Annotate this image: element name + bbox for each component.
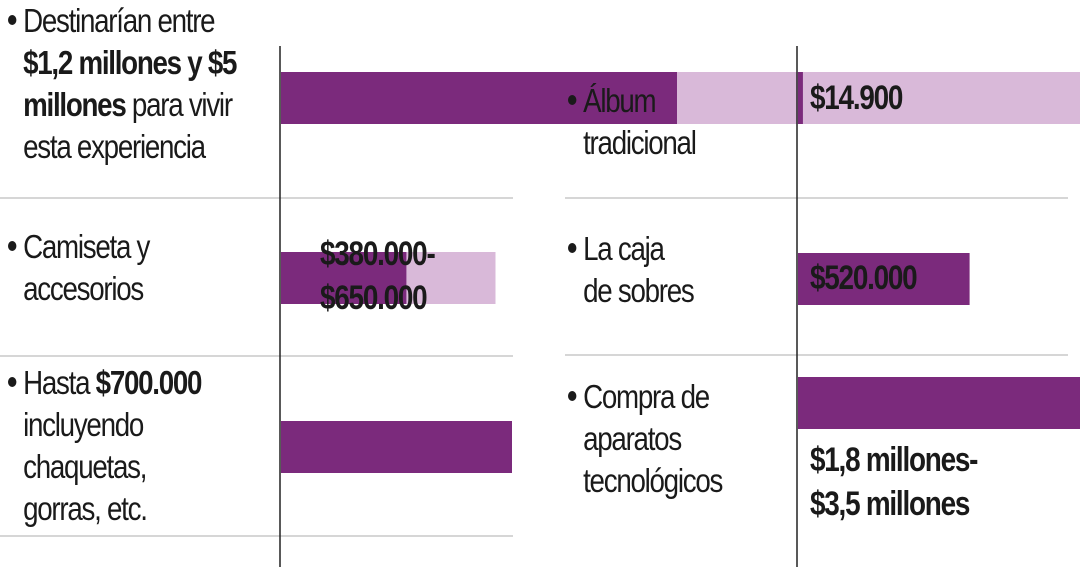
category-text: Álbum (583, 82, 657, 119)
category-line: chaquetas, (8, 446, 201, 488)
right-category-label-0: Álbum tradicional (568, 80, 697, 164)
value-text: $650.000 (320, 279, 428, 317)
category-line: Compra de (568, 376, 722, 418)
category-text: Hasta (23, 364, 96, 401)
category-text: para vivir (125, 86, 233, 123)
bullet-icon (568, 95, 577, 106)
right-category-label-1: La caja de sobres (568, 228, 695, 312)
right-value-label-0: $14.900 (810, 76, 903, 120)
category-line: Destinarían entre (8, 0, 236, 42)
category-line: $1,2 millones y $5 (8, 42, 237, 84)
category-text: accesorios (23, 270, 144, 307)
category-text: Camiseta y (23, 228, 150, 265)
bullet-icon (568, 243, 577, 254)
category-line: La caja (568, 228, 694, 270)
category-line: Álbum (568, 80, 696, 122)
category-line: accesorios (8, 268, 149, 310)
left-category-label-1: Camiseta y accesorios (8, 226, 150, 310)
left-bar-min-1 (281, 252, 407, 304)
category-line: tradicional (568, 122, 697, 164)
category-line: gorras, etc. (8, 488, 201, 530)
category-text: de sobres (583, 272, 695, 309)
left-value-label-1: $380.000- $650.000 (320, 232, 436, 320)
category-text: Destinarían entre (23, 2, 215, 39)
right-value-label-2: $1,8 millones- $3,5 millones (810, 438, 978, 526)
category-line: Hasta $700.000 (8, 362, 203, 404)
value-text: $1,8 millones- (810, 441, 978, 479)
category-text: esta experiencia (23, 128, 206, 165)
category-line: millones para vivir (8, 84, 236, 126)
right-bar-min-2 (798, 377, 1080, 429)
category-text: aparatos (583, 420, 682, 457)
value-text: $380.000- (320, 235, 436, 273)
right-category-label-2: Compra de aparatos tecnológicos (568, 376, 723, 502)
category-line: Camiseta y (8, 226, 150, 268)
category-text: incluyendo (23, 406, 144, 443)
category-text: La caja (583, 230, 665, 267)
value-text: $520.000 (810, 259, 918, 297)
category-text: tradicional (583, 124, 697, 161)
value-text: $14.900 (810, 79, 903, 117)
category-text: Compra de (583, 378, 710, 415)
bullet-icon (8, 377, 17, 388)
bullet-icon (568, 391, 577, 402)
category-line: aparatos (568, 418, 722, 460)
category-line: incluyendo (8, 404, 201, 446)
category-text: tecnológicos (583, 462, 723, 499)
right-bar-min-0 (798, 72, 803, 124)
right-value-label-1: $520.000 (810, 256, 918, 300)
highlighted-amount: $700.000 (95, 364, 203, 401)
category-text: chaquetas, (23, 448, 147, 485)
left-bar-min-0 (281, 72, 677, 124)
left-category-label-2: Hasta $700.000 incluyendo chaquetas, gorras… (8, 362, 203, 530)
category-line: de sobres (568, 270, 695, 312)
bullet-icon (8, 241, 17, 252)
left-bar-min-2 (281, 421, 512, 473)
category-line: tecnológicos (568, 460, 723, 502)
right-bar-min-1 (798, 253, 970, 305)
bullet-icon (8, 15, 17, 26)
value-text: $3,5 millones (810, 485, 970, 523)
category-line: esta experiencia (8, 126, 236, 168)
highlighted-amount: millones (23, 86, 127, 123)
left-category-label-0: Destinarían entre $1,2 millones y $5 millo… (8, 0, 237, 168)
category-text: gorras, etc. (23, 490, 148, 527)
highlighted-amount: $1,2 millones y $5 (23, 44, 237, 81)
